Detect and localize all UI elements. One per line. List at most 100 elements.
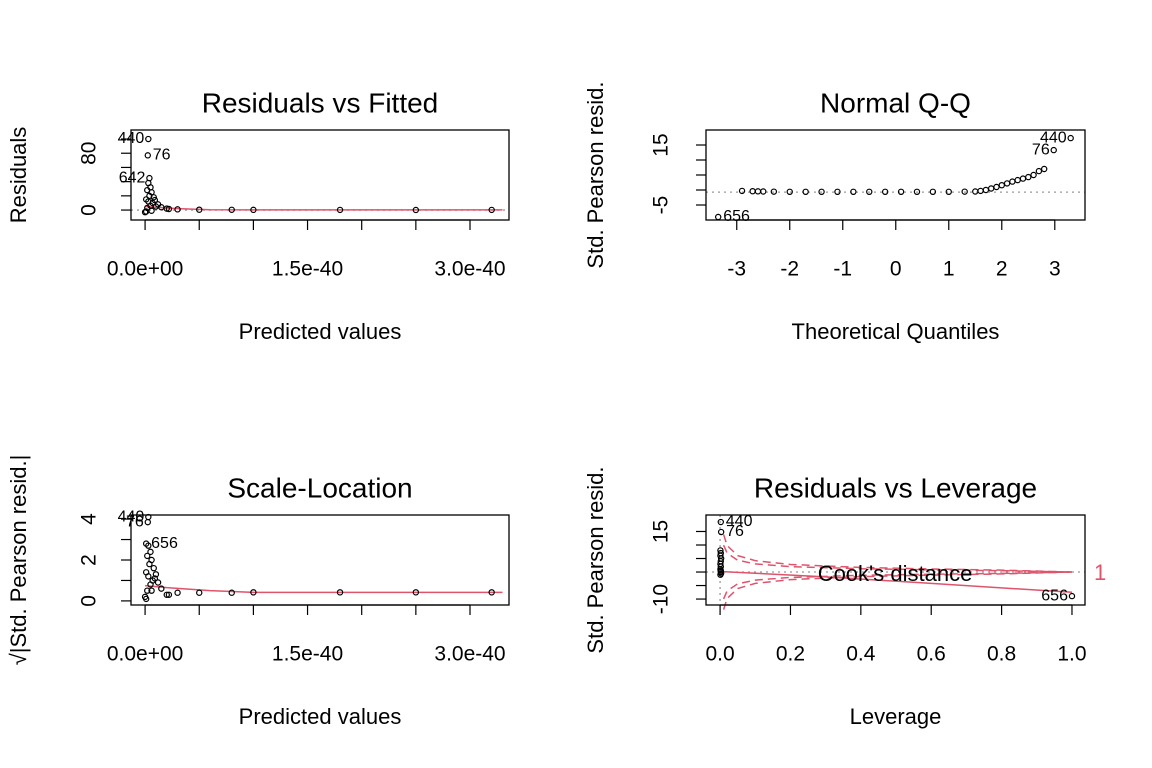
x-tick-label: 0.0e+00 [107,258,184,281]
annotation: Cook's distance [818,561,973,586]
x-tick-label: 1 [943,258,955,281]
point [163,591,170,598]
point [412,589,420,596]
point [929,188,937,195]
point [1040,165,1048,173]
point [1035,167,1043,175]
point [1003,180,1011,187]
y-tick-label: 15 [650,520,673,543]
point [488,206,495,214]
plot-frame [130,514,510,606]
point [717,518,724,526]
point [1068,592,1076,600]
point [146,560,153,568]
plot-frame [705,514,1086,606]
point [897,188,905,195]
point [141,593,149,601]
point [802,188,809,195]
point [144,552,151,560]
point [250,206,257,214]
x-tick-label: -1 [833,258,852,281]
point [717,567,724,574]
x-tick-label: 0.0e+00 [107,643,184,666]
x-axis-label: Leverage [850,704,942,729]
point [141,208,149,216]
point [152,203,160,210]
point-label: 76 [1032,141,1050,158]
point [152,571,160,578]
point [866,188,873,195]
x-tick-label: 0.8 [987,643,1016,666]
point [147,548,154,556]
point [154,579,162,586]
point-label: 656 [723,208,750,225]
point [336,589,344,596]
y-tick-label: 80 [78,142,101,165]
trend-line [722,571,1072,600]
plot-frame [130,129,510,221]
point [145,135,152,143]
point [148,207,155,214]
point [228,206,235,213]
x-tick-label: 0.4 [846,643,876,666]
point-label: 440 [726,513,753,530]
y-axis-label: Residuals [6,127,31,224]
point-label: 656 [1041,587,1068,604]
x-tick-label: 0 [890,258,902,281]
x-axis-label: Predicted values [239,319,402,344]
point-label: 656 [151,535,178,552]
point [818,188,825,195]
x-tick-label: 0.0 [705,643,734,666]
point [196,589,203,596]
x-tick-label: -2 [780,258,799,281]
point-label: 76 [153,147,171,164]
x-tick-label: 1.5e-40 [272,258,343,281]
point [147,581,154,588]
annotation: 1 [1094,560,1106,585]
point [881,188,889,195]
point [145,573,152,580]
point [165,591,173,598]
x-tick-label: 1.0 [1057,643,1086,666]
point [993,183,1000,191]
y-axis-label: Std. Pearson resid. [583,81,608,268]
point [145,542,152,549]
point [760,188,767,195]
plot-frame [705,129,1086,221]
point [144,518,151,526]
y-tick-label: 15 [650,133,673,156]
panel-title: Residuals vs Leverage [754,472,1037,503]
x-tick-label: 0.2 [776,643,805,666]
point-label: 76 [726,523,744,540]
point [998,181,1005,189]
y-axis-label: √|Std. Pearson resid.| [6,455,31,666]
point [1050,146,1057,154]
point [336,206,344,214]
x-tick-label: 1.5e-40 [272,643,343,666]
point [1025,173,1032,181]
point [250,589,257,596]
x-axis-label: Predicted values [239,704,402,729]
point-label: 76 [126,513,144,530]
point [196,206,203,213]
trend-line [145,205,503,211]
point [165,205,173,213]
x-tick-label: 2 [996,258,1008,281]
point [488,589,495,596]
point-label: 642 [119,169,146,186]
point [717,528,725,536]
x-tick-label: -3 [727,258,746,281]
point [1067,134,1074,142]
y-tick-label: 0 [78,204,101,216]
point [144,152,151,159]
x-tick-label: 3.0e-40 [434,258,505,281]
point [717,571,724,578]
point [945,188,952,195]
y-tick-label: 2 [78,554,101,566]
point [158,585,165,592]
panel-title: Scale-Location [227,472,412,503]
point [913,188,921,195]
point [850,188,857,195]
